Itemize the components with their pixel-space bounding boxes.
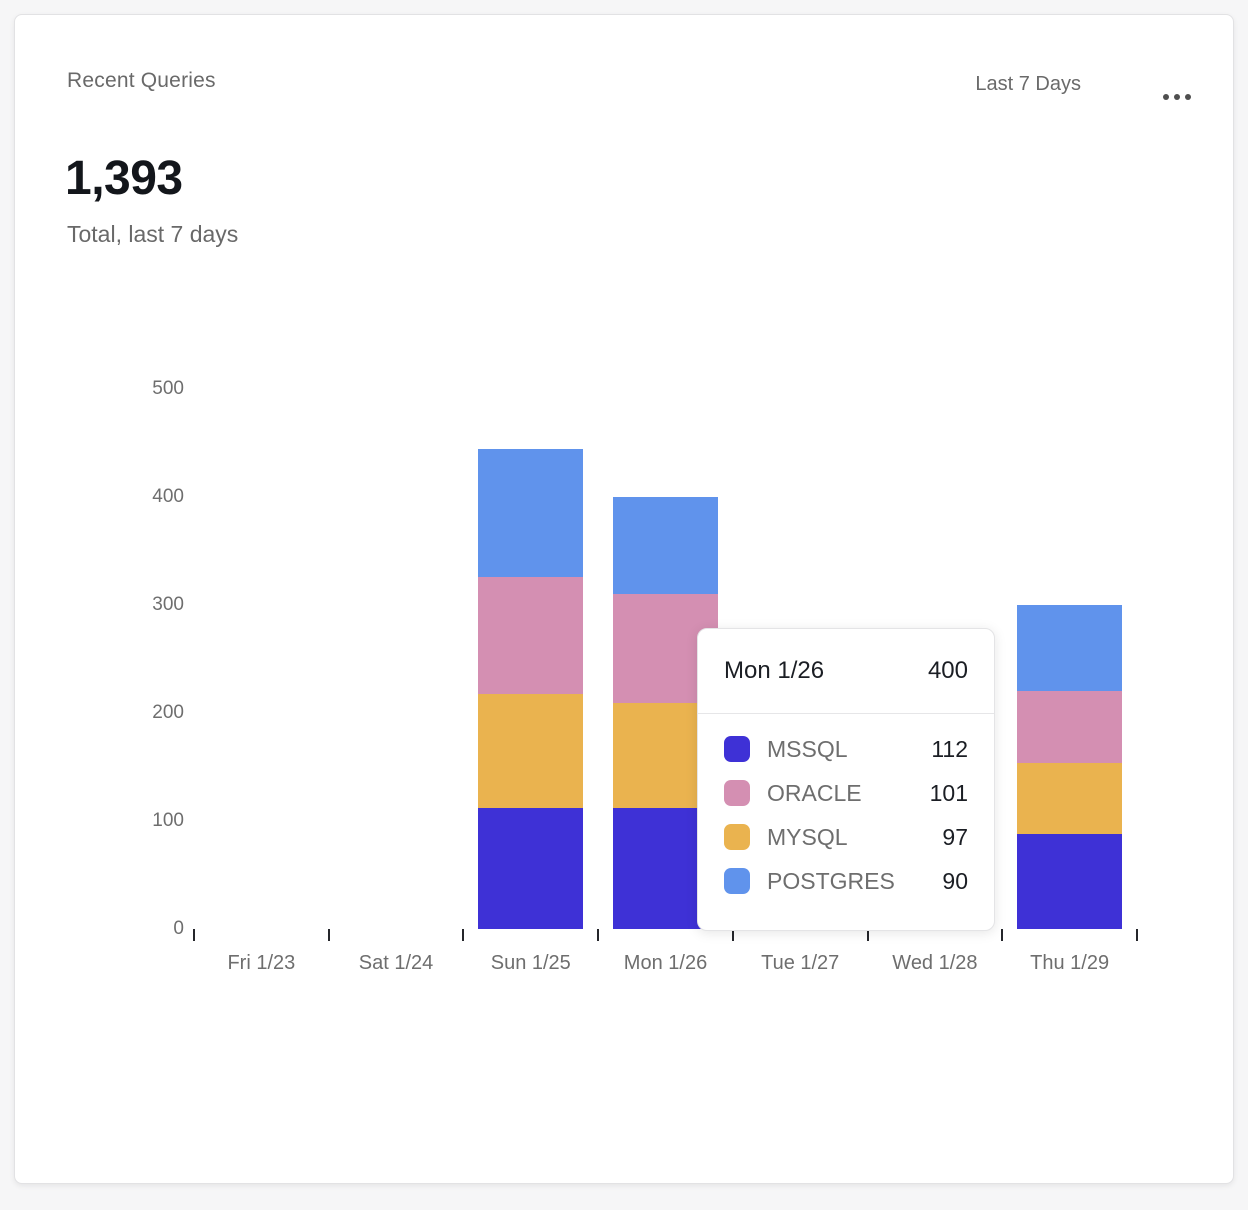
x-axis-tick	[866, 929, 869, 941]
tooltip-row: MSSQL 112	[724, 727, 968, 771]
legend-swatch	[724, 824, 750, 850]
bar-segment-postgres[interactable]	[613, 497, 718, 595]
x-axis-label: Wed 1/28	[892, 952, 978, 974]
legend-value: 112	[931, 735, 968, 762]
chart-tooltip: Mon 1/26 400 MSSQL 112 ORACLE 101 MYSQL 97 POS…	[697, 628, 995, 931]
ellipsis-icon	[1174, 94, 1180, 100]
bar-segment-mssql[interactable]	[1017, 833, 1123, 929]
ellipsis-icon	[1185, 94, 1191, 100]
x-axis-tick	[731, 929, 734, 941]
legend-label: MYSQL	[767, 823, 848, 850]
tooltip-row: MYSQL 97	[724, 815, 968, 859]
y-axis-label: 100	[152, 810, 184, 831]
y-axis-label: 300	[152, 594, 184, 615]
y-axis-label: 200	[152, 702, 184, 723]
bar-segment-postgres[interactable]	[1017, 605, 1123, 692]
tooltip-header: Mon 1/26 400	[698, 629, 994, 714]
bar-segment-oracle[interactable]	[478, 576, 584, 694]
recent-queries-card: Recent Queries Last 7 Days 1,393 Total, …	[14, 14, 1234, 1184]
total-queries-value: 1,393	[65, 152, 183, 205]
x-axis-tick	[193, 929, 195, 941]
more-options-button[interactable]	[1155, 83, 1199, 111]
legend-value: 97	[942, 823, 968, 850]
legend-swatch	[724, 736, 750, 762]
legend-value: 101	[929, 779, 968, 806]
x-axis-label: Thu 1/29	[1030, 952, 1110, 974]
y-axis-label: 500	[152, 378, 184, 399]
card-title: Recent Queries	[67, 69, 216, 92]
bar-segment-mssql[interactable]	[478, 808, 584, 929]
tooltip-total-value: 400	[927, 657, 968, 684]
tooltip-row: ORACLE 101	[724, 771, 968, 815]
x-axis-label: Mon 1/26	[623, 952, 708, 974]
ellipsis-icon	[1163, 94, 1169, 100]
x-axis-tick	[1001, 929, 1004, 941]
tooltip-legend: MSSQL 112 ORACLE 101 MYSQL 97 POSTGRES 90	[698, 714, 994, 903]
total-queries-caption: Total, last 7 days	[67, 221, 239, 247]
tooltip-date-label: Mon 1/26	[724, 657, 825, 684]
x-axis-label: Fri 1/23	[227, 952, 296, 974]
x-axis-label: Sat 1/24	[358, 952, 434, 974]
tooltip-row: POSTGRES 90	[724, 859, 968, 903]
x-axis-tick	[462, 929, 465, 941]
bar-segment-oracle[interactable]	[1017, 691, 1123, 763]
bar-segment-mysql[interactable]	[478, 693, 584, 809]
bar-segment-mysql[interactable]	[1017, 762, 1123, 834]
bar-segment-postgres[interactable]	[478, 449, 584, 577]
legend-label: POSTGRES	[767, 867, 895, 894]
y-axis-label: 400	[152, 486, 184, 507]
x-axis-tick	[327, 929, 330, 941]
x-axis-tick	[1136, 929, 1138, 941]
legend-value: 90	[942, 867, 968, 894]
x-axis-tick	[597, 929, 600, 941]
legend-swatch	[724, 780, 750, 806]
legend-label: MSSQL	[767, 735, 848, 762]
y-axis-label: 0	[173, 918, 184, 939]
stacked-bar-chart: 0 100 200 300 400 500 Fri 1/23 Sat 1/24 Sun 1/25…	[15, 15, 1233, 1183]
legend-label: ORACLE	[767, 779, 862, 806]
time-range-label: Last 7 Days	[975, 73, 1081, 95]
x-axis-label: Tue 1/27	[761, 952, 840, 974]
x-axis-label: Sun 1/25	[490, 952, 571, 974]
legend-swatch	[724, 868, 750, 894]
